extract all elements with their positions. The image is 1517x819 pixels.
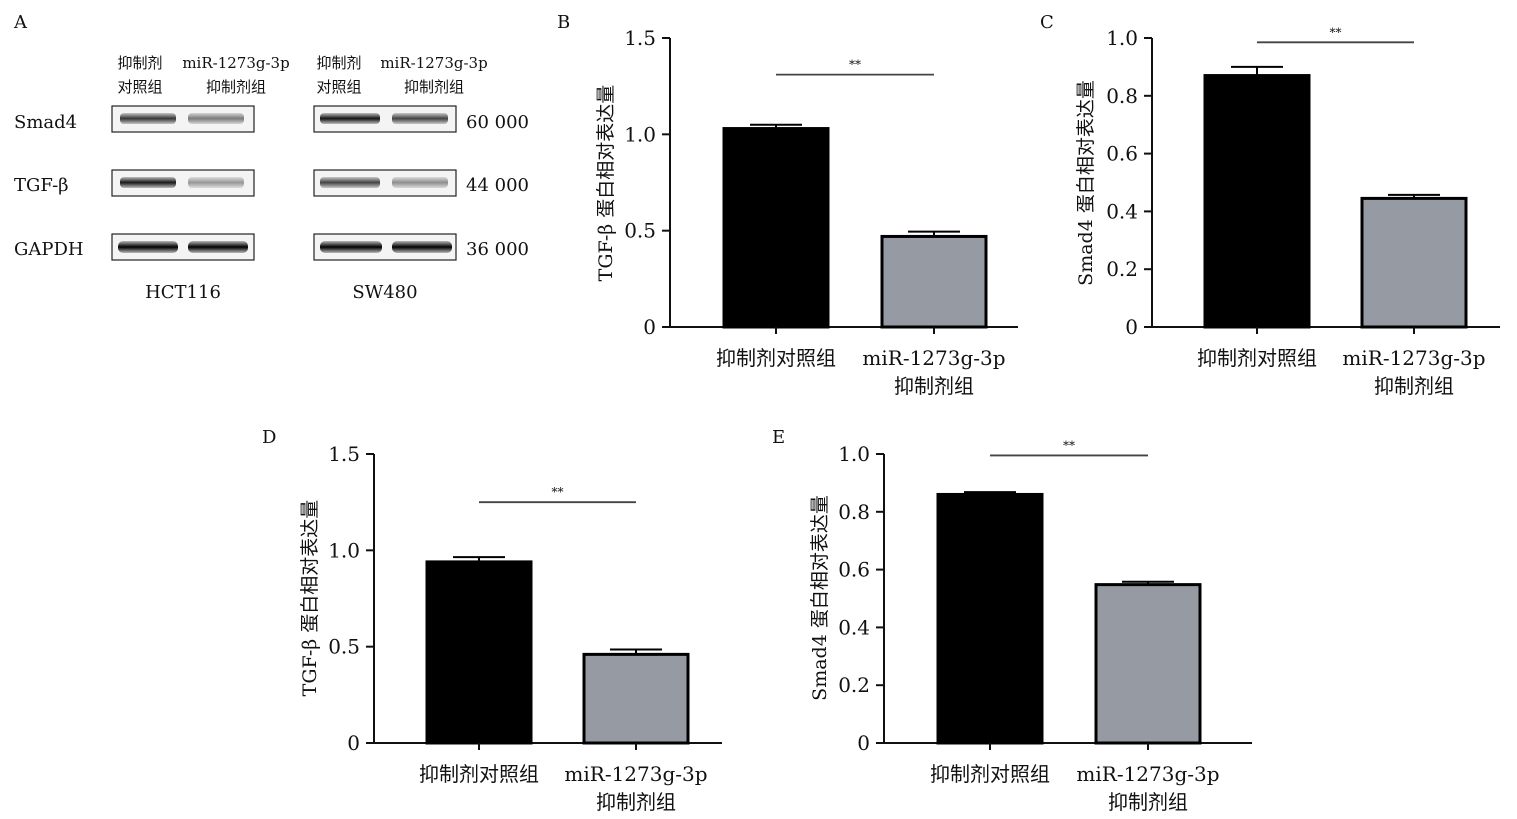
category-label-e-1-1: 抑制剂组 [1108,790,1188,814]
lane-label-hct116-control-line1: 抑制剂 [117,54,162,72]
y-tick-label-c-2: 0.4 [1106,199,1138,223]
band-smad4-hct116-control [120,113,176,124]
cell-line-hct116: HCT116 [145,282,221,303]
y-tick-label-e-2: 0.4 [838,615,870,639]
band-tgf-beta-sw480-inhibitor [392,177,448,188]
y-tick-label-b-2: 1.0 [624,122,656,146]
y-axis-label-d: TGF-β 蛋白相对表达量 [299,500,321,697]
category-label-e-0-0: 抑制剂对照组 [930,762,1050,786]
bar-c-1 [1360,196,1468,329]
band-smad4-sw480-control [320,113,380,124]
lane-label-sw480-inhibitor-line1: miR-1273g-3p [380,54,487,72]
western-blot-panel: A 抑制剂 对照组 miR-1273g-3p 抑制剂组 抑制剂 对照组 miR-… [13,12,529,303]
y-tick-label-d-2: 1.0 [328,538,360,562]
y-tick-label-d-1: 0.5 [328,635,360,659]
significance-label-c: ** [1330,25,1342,39]
y-tick-label-e-3: 0.6 [838,558,870,582]
category-label-c-0-0: 抑制剂对照组 [1197,346,1317,370]
lane-label-sw480-inhibitor-line2: 抑制剂组 [404,78,464,96]
mw-label-smad4: 60 000 [466,112,529,133]
y-tick-label-b-0: 0 [643,315,656,339]
category-label-d-1-1: 抑制剂组 [596,790,676,814]
y-tick-label-b-1: 0.5 [624,219,656,243]
y-tick-label-b-3: 1.5 [624,26,656,50]
bar-c-0 [1203,74,1311,329]
category-label-e-1-0: miR-1273g-3p [1076,762,1219,786]
bar-b-0 [722,127,830,329]
y-axis-label-c: Smad4 蛋白相对表达量 [1075,80,1097,286]
lane-label-sw480-control-line1: 抑制剂 [316,54,361,72]
band-gapdh-hct116-control [118,241,178,253]
category-label-d-0-0: 抑制剂对照组 [419,762,539,786]
protein-label-gapdh: GAPDH [14,239,84,260]
lane-label-hct116-control-line2: 对照组 [117,78,162,96]
significance-label-b: ** [849,58,861,72]
panel-letter-a: A [13,12,28,33]
category-label-b-0-0: 抑制剂对照组 [716,346,836,370]
y-tick-label-c-5: 1.0 [1106,26,1138,50]
band-tgf-beta-hct116-inhibitor [188,177,244,188]
y-tick-label-c-3: 0.6 [1106,142,1138,166]
significance-label-e: ** [1063,438,1075,452]
panel-letter-e: E [772,427,785,448]
y-tick-label-d-0: 0 [347,731,360,755]
mw-label-gapdh: 36 000 [466,239,529,260]
band-smad4-sw480-inhibitor [392,113,448,124]
band-gapdh-sw480-control [320,241,382,253]
mw-label-tgf-beta: 44 000 [466,175,529,196]
lane-label-hct116-inhibitor-line2: 抑制剂组 [206,78,266,96]
y-tick-label-c-1: 0.2 [1106,257,1138,281]
cell-line-sw480: SW480 [352,282,417,303]
category-label-c-1-0: miR-1273g-3p [1342,346,1485,370]
y-tick-label-e-4: 0.8 [838,500,870,524]
category-label-b-1-1: 抑制剂组 [894,374,974,398]
y-tick-label-d-3: 1.5 [328,442,360,466]
protein-label-tgf-beta: TGF-β [14,175,69,196]
y-axis-label-e: Smad4 蛋白相对表达量 [809,495,831,701]
significance-label-d: ** [552,485,564,499]
y-axis-label-b: TGF-β 蛋白相对表达量 [595,85,617,282]
blot-bands [118,113,452,253]
band-gapdh-sw480-inhibitor [392,241,452,253]
bar-e-1 [1094,583,1202,745]
bar-d-1 [582,652,690,745]
protein-label-smad4: Smad4 [14,112,77,133]
y-tick-label-e-1: 0.2 [838,673,870,697]
category-label-d-1-0: miR-1273g-3p [564,762,707,786]
panel-letter-b: B [557,12,570,33]
bar-d-0 [425,560,533,745]
band-tgf-beta-hct116-control [120,177,176,188]
y-tick-label-c-4: 0.8 [1106,84,1138,108]
band-gapdh-hct116-inhibitor [188,241,248,253]
lane-label-sw480-control-line2: 对照组 [316,78,361,96]
panel-letter-c: C [1040,12,1054,33]
panel-letter-d: D [262,427,276,448]
y-tick-label-e-0: 0 [857,731,870,755]
category-label-c-1-1: 抑制剂组 [1374,374,1454,398]
category-label-b-1-0: miR-1273g-3p [862,346,1005,370]
y-tick-label-e-5: 1.0 [838,442,870,466]
lane-label-hct116-inhibitor-line1: miR-1273g-3p [182,54,289,72]
band-smad4-hct116-inhibitor [188,113,244,124]
y-tick-label-c-0: 0 [1125,315,1138,339]
band-tgf-beta-sw480-control [320,177,380,188]
bar-b-1 [880,234,988,329]
bar-e-0 [936,492,1044,745]
